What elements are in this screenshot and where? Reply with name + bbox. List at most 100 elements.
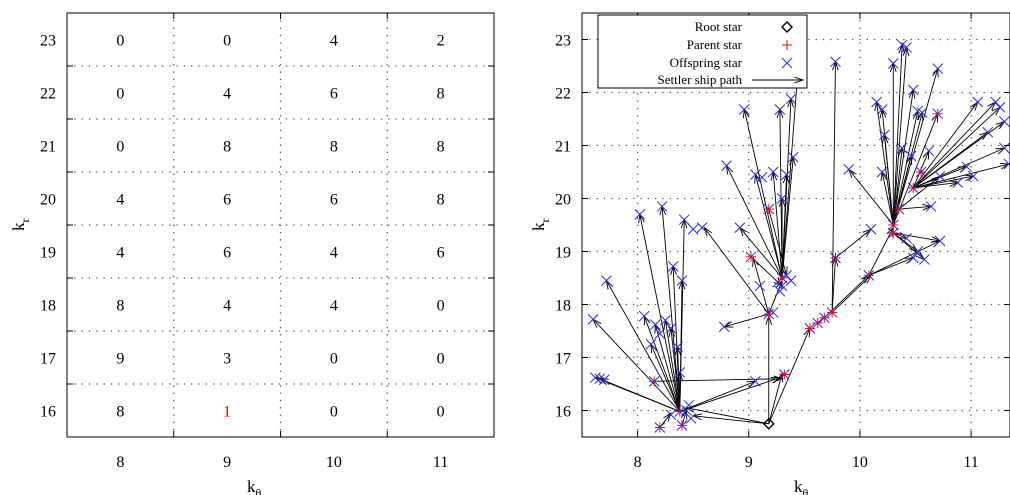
table-cell: 8 (437, 139, 445, 156)
settler-ship-path (831, 60, 839, 313)
right-ylabel: kr (529, 219, 552, 232)
x-tick-label: 10 (852, 454, 868, 471)
table-cell: 8 (330, 139, 338, 156)
offspring-star-marker (672, 341, 683, 353)
offspring-star-marker (665, 322, 677, 334)
offspring-star-marker (781, 169, 792, 181)
settler-ship-path (874, 100, 894, 226)
offspring-star-marker (925, 201, 937, 212)
offspring-star-marker (754, 280, 766, 292)
table-cell: 8 (437, 192, 445, 209)
offspring-star-marker (685, 413, 697, 424)
settler-ship-path (868, 257, 915, 276)
settler-ship-path (679, 377, 782, 412)
offspring-star-marker (843, 163, 855, 175)
offspring-star-marker (738, 104, 750, 115)
table-cell: 8 (437, 86, 445, 103)
offspring-star-marker (982, 126, 994, 138)
offspring-star-marker (999, 142, 1010, 154)
parent-star-marker (804, 323, 815, 334)
offspring-star-marker (656, 201, 668, 212)
offspring-star-marker (876, 166, 888, 178)
parent-star-marker (763, 309, 774, 320)
offspring-star-marker (676, 275, 688, 287)
offspring-star-marker (750, 169, 761, 181)
table-cell: 4 (223, 298, 231, 315)
legend-label-parent: Parent star (687, 37, 743, 52)
offspring-star-marker (934, 235, 946, 247)
y-tick-label: 18 (555, 298, 571, 315)
left-ylabel: kr (9, 219, 32, 232)
y-tick-label: 20 (555, 192, 571, 209)
settler-ship-path (752, 256, 770, 315)
table-cell: 8 (223, 139, 231, 156)
parent-star-marker (674, 406, 685, 417)
y-tick-label: 21 (40, 139, 56, 156)
y-tick-label: 23 (40, 33, 56, 50)
offspring-star-marker (645, 338, 657, 350)
table-cell: 0 (330, 351, 338, 368)
parent-star-marker (819, 312, 830, 323)
right-panel: 8 9 10 11 16 17 18 19 20 21 22 23 kθ kr Root star P… (529, 12, 1010, 495)
parent-star-marker (932, 108, 943, 119)
table-cell: 2 (437, 33, 445, 50)
offspring-star-marker (667, 260, 679, 272)
offspring-star-marker (901, 42, 912, 53)
legend-box (597, 14, 808, 89)
table-cell: 6 (330, 86, 338, 103)
parent-star-marker (908, 182, 919, 193)
parent-star-marker (893, 204, 904, 215)
table-cell: 4 (116, 192, 124, 209)
table-cell: 1 (223, 404, 231, 421)
x-tick-label: 11 (963, 454, 978, 471)
settler-ship-path (765, 314, 773, 424)
offspring-star-marker (990, 96, 1001, 108)
table-cell: 3 (223, 351, 231, 368)
offspring-star-marker (952, 177, 964, 188)
left-plot-frame (66, 12, 495, 438)
settler-ship-path (654, 375, 784, 383)
settler-ship-path (638, 213, 681, 412)
offspring-star-marker (876, 104, 888, 115)
settler-ship-path (831, 274, 873, 313)
parent-star-marker (830, 252, 841, 263)
offspring-star-marker (1003, 158, 1010, 170)
offspring-star-marker (750, 375, 761, 387)
offspring-star-marker (767, 166, 779, 178)
offspring-star-marker (776, 193, 788, 204)
table-cell: 0 (330, 404, 338, 421)
table-cell: 0 (116, 33, 124, 50)
x-tick-label: 9 (223, 454, 231, 471)
offspring-star-marker (923, 145, 935, 157)
offspring-star-marker (638, 310, 650, 322)
settler-ship-path (768, 279, 783, 315)
table-cell: 0 (437, 298, 445, 315)
offspring-star-marker (678, 214, 690, 226)
offspring-star-marker (774, 104, 786, 115)
offspring-star-marker (687, 223, 699, 235)
offspring-star-marker (919, 254, 930, 265)
offspring-star-marker (907, 84, 919, 96)
table-cell: 0 (116, 139, 124, 156)
y-tick-label: 16 (555, 404, 571, 421)
x-tick-label: 8 (634, 454, 642, 471)
right-xlabel: kθ (794, 477, 809, 495)
left-xlabel: kθ (247, 477, 262, 495)
offspring-star-marker (654, 328, 666, 340)
legend-markers (752, 21, 805, 84)
table-cell: 0 (437, 351, 445, 368)
offspring-star-marker (660, 315, 671, 326)
table-cell: 6 (223, 245, 231, 262)
offspring-star-marker (681, 405, 692, 416)
offspring-star-marker (932, 63, 944, 75)
offspring-star-marker (774, 285, 786, 297)
offspring-star-marker (785, 275, 797, 287)
legend-parent-marker (782, 40, 792, 50)
right-ticks: 8 9 10 11 16 17 18 19 20 21 22 23 (555, 13, 1010, 471)
y-tick-label: 18 (40, 298, 56, 315)
offspring-star-marker (907, 252, 919, 264)
table-cell: 0 (223, 33, 231, 50)
offspring-star-marker (967, 170, 979, 182)
x-tick-label: 10 (326, 454, 342, 471)
